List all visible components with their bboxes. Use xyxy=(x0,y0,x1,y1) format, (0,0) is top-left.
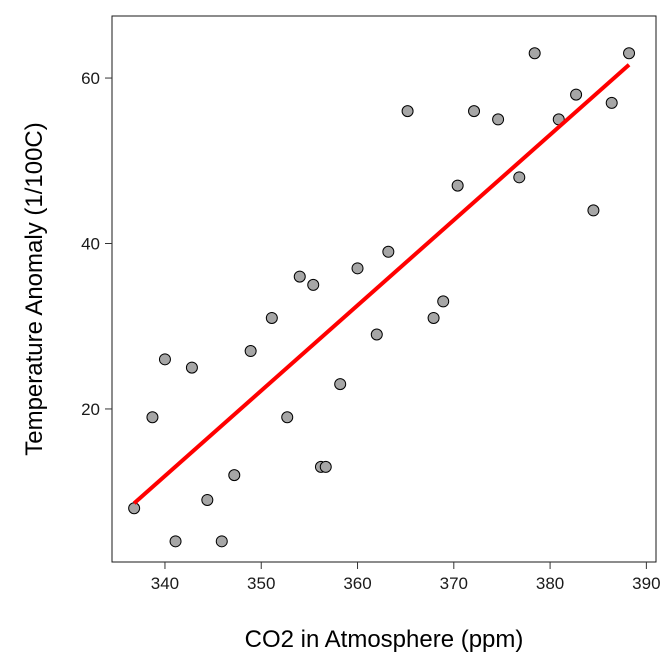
y-tick-label: 60 xyxy=(81,69,100,88)
data-point xyxy=(128,502,141,515)
data-point xyxy=(427,311,440,324)
x-axis-title: CO2 in Atmosphere (ppm) xyxy=(245,626,524,653)
x-tick-label: 360 xyxy=(343,574,371,593)
x-tick-label: 380 xyxy=(536,574,564,593)
y-axis-title: Temperature Anomaly (1/100C) xyxy=(21,122,48,456)
data-point xyxy=(146,411,159,424)
data-point xyxy=(370,328,383,341)
regression-line xyxy=(132,63,631,505)
plot-panel xyxy=(111,15,657,563)
data-point xyxy=(185,361,198,374)
data-point xyxy=(334,378,347,391)
data-point xyxy=(293,270,306,283)
x-tick-label: 340 xyxy=(151,574,179,593)
y-axis-ticks: 20 40 60 xyxy=(81,69,112,419)
data-point xyxy=(437,295,450,308)
data-point xyxy=(265,311,278,324)
data-point xyxy=(401,105,414,118)
data-point xyxy=(319,460,332,473)
data-point xyxy=(351,262,364,275)
data-point xyxy=(307,278,320,291)
y-tick-label: 20 xyxy=(81,400,100,419)
data-point xyxy=(587,204,600,217)
x-tick-label: 390 xyxy=(632,574,660,593)
data-point xyxy=(201,493,214,506)
x-tick-label: 350 xyxy=(247,574,275,593)
data-point xyxy=(623,47,636,60)
data-point xyxy=(513,171,526,184)
data-point xyxy=(570,88,583,101)
x-axis-ticks: 340 350 360 370 380 390 xyxy=(151,562,661,593)
data-point xyxy=(382,245,395,258)
data-point xyxy=(451,179,464,192)
data-point xyxy=(468,105,481,118)
data-point xyxy=(215,535,228,548)
data-point xyxy=(492,113,505,126)
x-tick-label: 370 xyxy=(440,574,468,593)
data-point xyxy=(244,345,257,358)
data-point xyxy=(158,353,171,366)
data-points xyxy=(128,47,636,548)
data-point xyxy=(605,96,618,109)
data-point xyxy=(228,469,241,482)
data-point xyxy=(281,411,294,424)
data-point xyxy=(169,535,182,548)
y-tick-label: 40 xyxy=(81,235,100,254)
data-point xyxy=(528,47,541,60)
